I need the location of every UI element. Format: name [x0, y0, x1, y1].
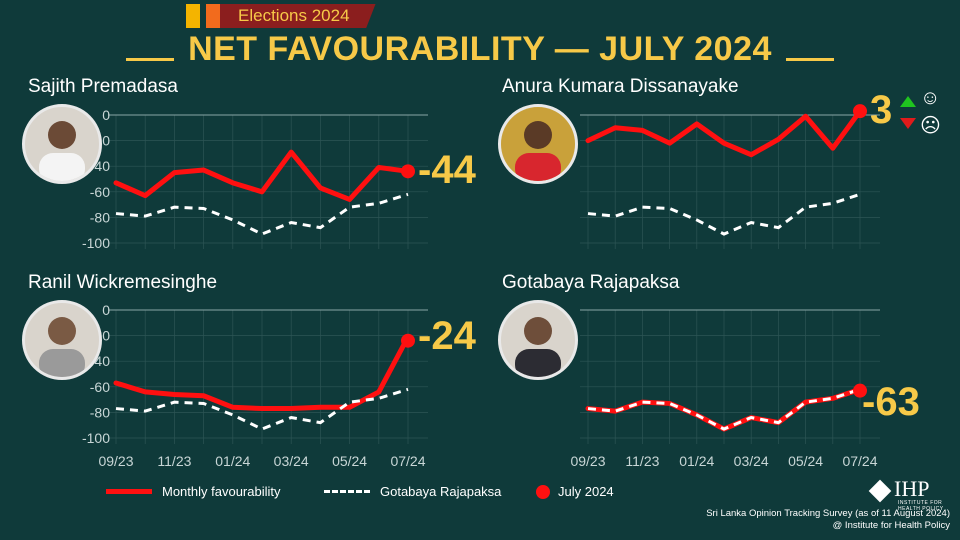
- person-photo-icon: [498, 104, 578, 184]
- y-tick-label: -100: [82, 235, 110, 251]
- ihp-logo-mark: [868, 479, 892, 503]
- ihp-logo-icon: IHP INSTITUTE FOR HEALTH POLICY: [868, 476, 960, 512]
- legend-monthly-label: Monthly favourability: [162, 484, 281, 499]
- premadasa-july-value: -44: [418, 148, 476, 192]
- legend-dot-swatch: [536, 484, 550, 499]
- panel-name-wickremesinghe: Ranil Wickremesinghe: [28, 272, 218, 293]
- x-tick-label: 07/24: [842, 453, 877, 469]
- panel-name-rajapaksa: Gotabaya Rajapaksa: [502, 272, 680, 293]
- dissanayake-july-value: 3: [870, 88, 893, 132]
- x-tick-label: 11/23: [157, 453, 191, 469]
- title-dash-right: [785, 57, 834, 61]
- source-note: Sri Lanka Opinion Tracking Survey (as of…: [706, 508, 950, 532]
- person-photo-icon: [22, 104, 102, 184]
- x-tick-label: 01/24: [215, 453, 250, 469]
- series-line-gotabaya: [115, 387, 409, 431]
- x-tick-label: 11/23: [625, 453, 659, 469]
- title-dash-left: [126, 57, 175, 61]
- tag-orange-bar: [206, 4, 220, 28]
- wickremesinghe-july-value: -24: [418, 314, 476, 358]
- y-tick-label: 0: [102, 302, 110, 318]
- ihp-logo-subtext: INSTITUTE FOR HEALTH POLICY: [898, 500, 944, 512]
- ihp-logo-text: IHP: [894, 476, 930, 501]
- x-tick-label: 09/23: [98, 453, 133, 469]
- panel-name-dissanayake: Anura Kumara Dissanayake: [502, 76, 739, 97]
- person-photo-icon: [498, 300, 578, 380]
- rajapaksa-july-value: -63: [862, 380, 920, 424]
- source-line-2: @ Institute for Health Policy: [832, 520, 950, 531]
- down-arrow-icon: [900, 118, 916, 129]
- series-line-gotabaya: [587, 192, 861, 236]
- y-tick-label: -80: [90, 209, 110, 225]
- legend-gotabaya-label: Gotabaya Rajapaksa: [380, 484, 502, 499]
- y-tick-label: -100: [82, 430, 110, 446]
- x-tick-label: 05/24: [788, 453, 823, 469]
- july-2024-dot: [853, 383, 867, 398]
- legend-july-label: July 2024: [558, 484, 614, 499]
- x-tick-label: 05/24: [332, 453, 367, 469]
- series-line-monthly: [113, 149, 411, 202]
- tag-yellow-bar: [186, 4, 200, 28]
- x-tick-label: 09/23: [570, 453, 605, 469]
- x-tick-label: 07/24: [390, 453, 425, 469]
- legend-dashed-swatch: [324, 490, 370, 493]
- x-tick-label: 01/24: [679, 453, 714, 469]
- y-tick-label: -80: [90, 404, 110, 420]
- panel-name-premadasa: Sajith Premadasa: [28, 76, 178, 97]
- smiley-icon: ☺: [920, 87, 941, 109]
- x-tick-label: 03/24: [274, 453, 309, 469]
- y-tick-label: 0: [102, 107, 110, 123]
- legend-monthly: Monthly favourability: [106, 484, 281, 499]
- person-photo-icon: [22, 300, 102, 380]
- source-line-1: Sri Lanka Opinion Tracking Survey (as of…: [706, 508, 950, 519]
- legend-gotabaya: Gotabaya Rajapaksa: [324, 484, 501, 499]
- section-tag: Elections 2024: [186, 4, 376, 28]
- legend-solid-swatch: [106, 489, 152, 494]
- series-line-gotabaya: [115, 192, 409, 236]
- july-2024-dot: [401, 333, 415, 348]
- up-arrow-icon: [900, 96, 916, 107]
- x-tick-label: 03/24: [734, 453, 769, 469]
- page-title-text: NET FAVOURABILITY — JULY 2024: [188, 30, 772, 68]
- section-tag-label: Elections 2024: [220, 4, 376, 28]
- y-tick-label: -60: [90, 379, 110, 395]
- july-2024-dot: [853, 104, 867, 119]
- july-2024-dot: [401, 164, 415, 179]
- y-tick-label: -60: [90, 184, 110, 200]
- frown-icon: ☹: [920, 115, 941, 137]
- series-line-gotabaya: [587, 387, 861, 431]
- series-line-monthly: [585, 108, 863, 158]
- legend-july: July 2024: [536, 484, 614, 499]
- page-title: NET FAVOURABILITY — JULY 2024: [0, 30, 960, 69]
